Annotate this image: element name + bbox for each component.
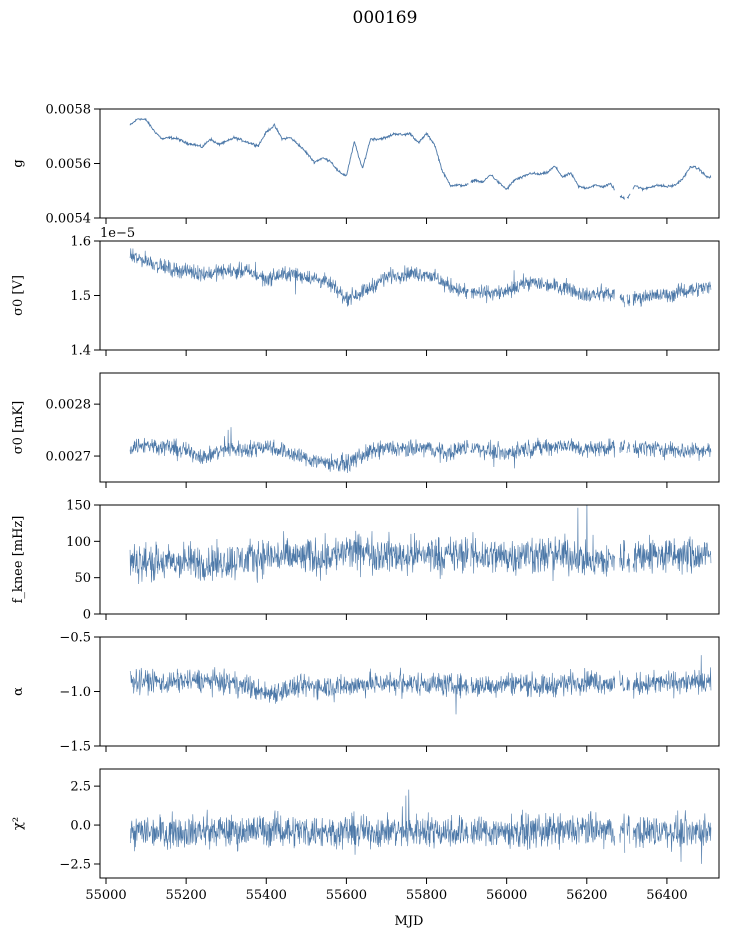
- y-tick-label: 0.0054: [46, 212, 92, 227]
- y-tick-label: 0: [83, 608, 91, 623]
- y-axis-label: α: [11, 687, 26, 696]
- x-axis-label: MJD: [395, 914, 424, 929]
- y-tick-label: −0.5: [59, 631, 91, 646]
- x-tick-label: 55800: [406, 888, 447, 903]
- y-tick-label: −2.5: [59, 857, 91, 872]
- panel-2: 1.4 1.5 1.6 σ0 [V] 1e−5: [11, 226, 720, 359]
- y-tick-label: 150: [66, 499, 91, 514]
- figure-title: 000169: [353, 8, 418, 28]
- axes-frame: [99, 240, 720, 351]
- series-line-1: [129, 117, 712, 200]
- x-tick-label: 55000: [85, 888, 126, 903]
- y-axis-label: σ0 [V]: [11, 275, 26, 316]
- y-offset-label: 1e−5: [100, 226, 135, 241]
- x-tick-label: 55400: [246, 888, 287, 903]
- panel-1: 0.0054 0.0056 0.0058 g: [11, 103, 720, 227]
- axes-frame: [99, 636, 720, 747]
- y-tick-label: 1.4: [70, 344, 91, 359]
- series-line-2: [129, 248, 712, 308]
- y-tick-label: 0.0028: [46, 398, 92, 413]
- y-tick-label: 0.0058: [46, 103, 92, 118]
- panel-5: −1.5 −1.0 −0.5 α: [11, 631, 720, 755]
- x-tick-label: 55600: [326, 888, 367, 903]
- x-tick-label: 55200: [165, 888, 206, 903]
- series-line-4: [129, 505, 712, 585]
- y-axis-label: g: [11, 159, 26, 167]
- panel-4: 0 50 100 150 f_knee [mHz]: [11, 499, 720, 623]
- y-tick-label: 2.5: [70, 780, 91, 795]
- y-tick-label: 0.0056: [46, 157, 92, 172]
- y-tick-label: −1.0: [59, 685, 91, 700]
- y-axis-label: σ0 [mK]: [11, 401, 26, 454]
- axes-frame: [99, 504, 720, 615]
- x-tick-label: 56400: [646, 888, 687, 903]
- series-line-3: [129, 427, 712, 473]
- panel-6: −2.5 0.0 2.5 55000 55200 55400 55600 55800 56000…: [11, 768, 720, 903]
- y-tick-label: 0.0027: [46, 450, 92, 465]
- y-tick-label: 1.6: [70, 235, 91, 250]
- x-tick-label: 56000: [486, 888, 527, 903]
- y-tick-label: 0.0: [70, 819, 91, 834]
- x-tick-label: 56200: [566, 888, 607, 903]
- panel-3: 0.0027 0.0028 σ0 [mK]: [11, 372, 720, 488]
- axes-frame: [99, 372, 720, 483]
- y-tick-label: 50: [74, 571, 91, 586]
- axes-frame: [99, 768, 720, 879]
- y-axis-label: f_knee [mHz]: [11, 516, 26, 604]
- axes-frame: [99, 108, 720, 219]
- series-line-5: [129, 655, 712, 715]
- y-tick-label: 1.5: [70, 289, 91, 304]
- y-axis-label: χ²: [11, 817, 26, 830]
- series-line-6: [129, 789, 712, 864]
- y-tick-label: 100: [66, 535, 91, 550]
- y-tick-label: −1.5: [59, 740, 91, 755]
